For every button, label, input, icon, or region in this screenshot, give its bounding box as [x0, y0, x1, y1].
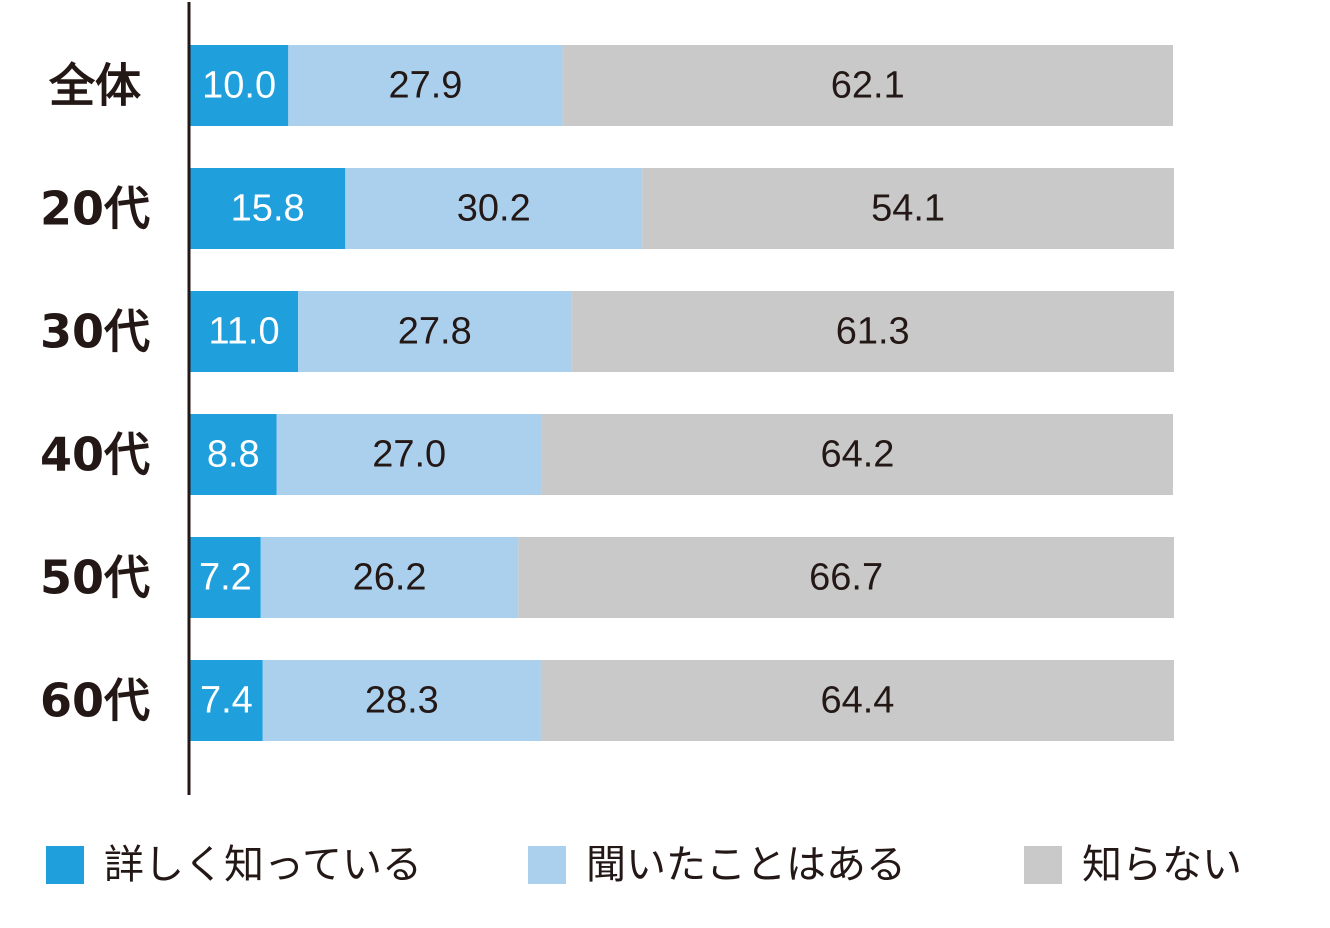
bar-segment-unknown: [571, 291, 1174, 372]
bar-segment-unknown: [642, 168, 1174, 249]
data-label-unknown: 66.7: [809, 557, 883, 599]
legend: 詳しく知っている 聞いたことはある 知らない: [46, 842, 1242, 888]
bar-segment-detailed: [190, 660, 263, 741]
category-label: 全体: [48, 59, 141, 113]
data-label-unknown: 64.2: [820, 434, 894, 476]
legend-swatch-heard: [528, 846, 566, 884]
category-label: 40代: [40, 428, 150, 482]
legend-label-heard: 聞いたことはある: [586, 842, 906, 888]
bars-layer: [190, 45, 1174, 741]
data-label-detailed: 15.8: [231, 188, 305, 230]
data-label-unknown: 54.1: [871, 188, 945, 230]
legend-swatch-detailed: [46, 846, 84, 884]
data-label-heard: 27.0: [372, 434, 446, 476]
data-label-unknown: 62.1: [831, 65, 905, 107]
bar-segment-heard: [288, 45, 563, 126]
data-label-heard: 26.2: [353, 557, 427, 599]
category-label: 20代: [40, 182, 150, 236]
data-label-heard: 30.2: [457, 188, 531, 230]
legend-swatch-unknown: [1024, 846, 1062, 884]
category-label: 30代: [40, 305, 150, 359]
data-label-detailed: 7.4: [200, 680, 253, 722]
bar-segment-unknown: [541, 414, 1173, 495]
bar-segment-unknown: [540, 660, 1174, 741]
data-label-unknown: 61.3: [836, 311, 910, 353]
bar-segment-heard: [298, 291, 572, 372]
legend-label-detailed: 詳しく知っている: [104, 842, 422, 888]
category-labels-layer: 全体 20代 30代 40代 50代 60代: [40, 59, 150, 728]
data-label-heard: 28.3: [365, 680, 439, 722]
bar-segment-detailed: [190, 45, 289, 126]
data-label-heard: 27.8: [398, 311, 472, 353]
bar-segment-heard: [260, 537, 519, 618]
category-label: 50代: [40, 551, 150, 605]
value-labels-layer: 10.0 27.9 62.1 15.8 30.2 54.1 11.0 27.8 61.3 8.8 2…: [199, 65, 945, 722]
bar-segment-detailed: [190, 537, 261, 618]
bar-segment-unknown: [562, 45, 1173, 126]
data-label-unknown: 64.4: [820, 680, 894, 722]
legend-label-unknown: 知らない: [1082, 842, 1242, 888]
bar-segment-detailed: [190, 168, 346, 249]
data-label-detailed: 7.2: [199, 557, 252, 599]
category-label: 60代: [40, 674, 150, 728]
data-label-detailed: 10.0: [202, 65, 276, 107]
data-label-detailed: 8.8: [207, 434, 260, 476]
bar-segment-heard: [262, 660, 541, 741]
bar-segment-heard: [345, 168, 643, 249]
bar-segment-detailed: [190, 414, 277, 495]
data-label-detailed: 11.0: [208, 311, 279, 353]
data-label-heard: 27.9: [388, 65, 462, 107]
bar-segment-unknown: [518, 537, 1174, 618]
bar-segment-detailed: [190, 291, 299, 372]
bar-segment-heard: [276, 414, 542, 495]
